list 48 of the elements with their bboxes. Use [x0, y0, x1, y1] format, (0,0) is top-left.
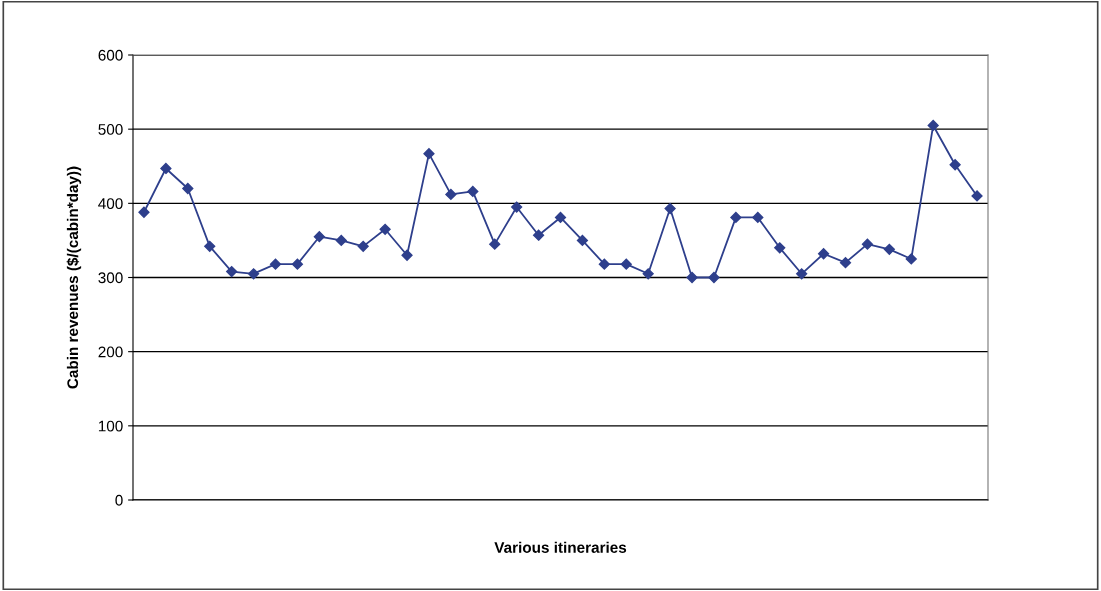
y-axis-title: Cabin revenues ($/(cabin*day))	[66, 166, 82, 389]
x-axis-title: Various itineraries	[494, 541, 627, 553]
point	[204, 240, 216, 252]
point	[423, 148, 435, 160]
y-tick-label: 400	[98, 198, 123, 210]
point	[335, 234, 347, 247]
point	[839, 257, 852, 269]
point	[664, 202, 676, 215]
point	[620, 258, 632, 270]
point	[817, 248, 830, 260]
point	[357, 240, 369, 252]
point	[905, 253, 917, 265]
y-tick-label: 600	[98, 49, 123, 61]
point	[247, 268, 260, 280]
point	[401, 249, 413, 261]
point	[576, 234, 589, 247]
point	[774, 242, 786, 254]
point	[269, 258, 282, 270]
point	[291, 258, 304, 270]
point	[138, 206, 150, 218]
point	[226, 265, 238, 278]
point	[642, 268, 654, 280]
point	[971, 190, 983, 202]
point	[708, 271, 720, 284]
point	[445, 188, 457, 201]
point	[949, 159, 961, 171]
point	[532, 229, 545, 241]
y-tick-label: 200	[98, 346, 123, 358]
point	[182, 182, 194, 195]
point	[160, 162, 172, 175]
point	[313, 231, 325, 243]
y-tick-label: 0	[115, 494, 123, 506]
point	[796, 268, 808, 280]
point	[861, 238, 874, 250]
y-tick-label: 300	[98, 272, 123, 284]
point	[752, 211, 764, 224]
point	[883, 243, 895, 255]
point	[489, 238, 501, 250]
y-tick-label: 500	[98, 124, 123, 135]
point	[511, 201, 523, 213]
point	[686, 271, 698, 284]
point	[467, 185, 479, 198]
point	[927, 119, 939, 132]
y-tick-label: 100	[98, 420, 123, 432]
point	[379, 223, 391, 235]
point	[554, 211, 567, 224]
point	[598, 258, 610, 270]
point	[730, 211, 742, 224]
